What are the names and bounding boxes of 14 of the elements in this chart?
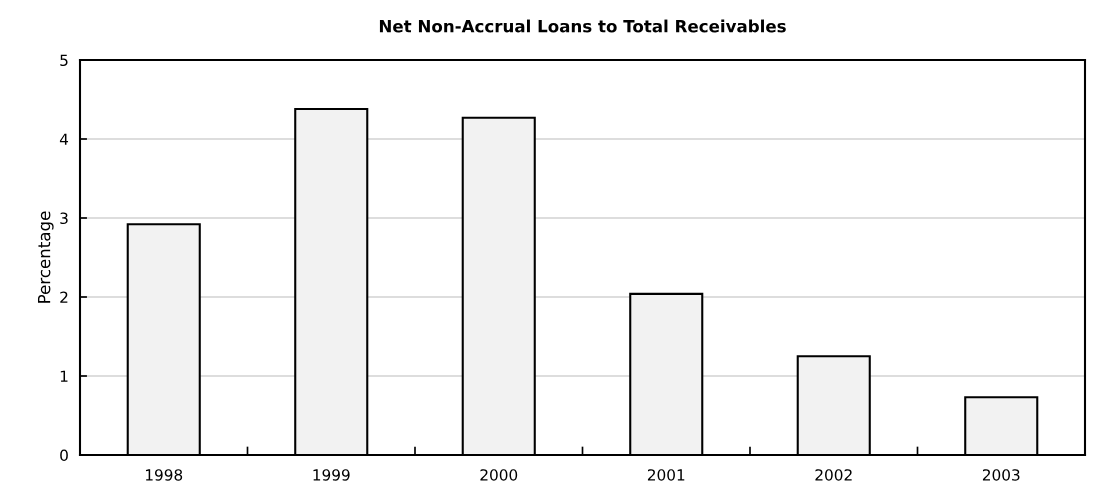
y-tick-label: 4 xyxy=(59,133,69,145)
y-tick-label: 3 xyxy=(60,212,68,225)
x-tick-label: 2001 xyxy=(647,469,685,481)
y-tick-label: 2 xyxy=(60,291,68,303)
x-tick-label: 1998 xyxy=(145,469,183,481)
x-tick-label: 1999 xyxy=(313,469,350,481)
chart-title: Net Non-Accrual Loans to Total Receivables xyxy=(379,19,786,33)
y-axis-title: Percentage xyxy=(38,211,54,303)
x-tick-label: 2003 xyxy=(982,469,1020,481)
y-tick-label: 1 xyxy=(60,370,68,382)
x-tick-label: 2000 xyxy=(480,469,518,481)
y-tick-label: 0 xyxy=(60,449,68,462)
y-tick-label: 5 xyxy=(60,54,68,67)
x-tick-label: 2002 xyxy=(815,469,852,481)
